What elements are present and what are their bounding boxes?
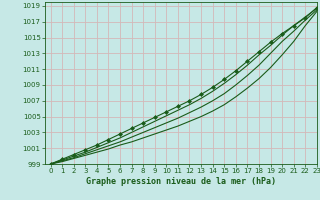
X-axis label: Graphe pression niveau de la mer (hPa): Graphe pression niveau de la mer (hPa) <box>86 177 276 186</box>
